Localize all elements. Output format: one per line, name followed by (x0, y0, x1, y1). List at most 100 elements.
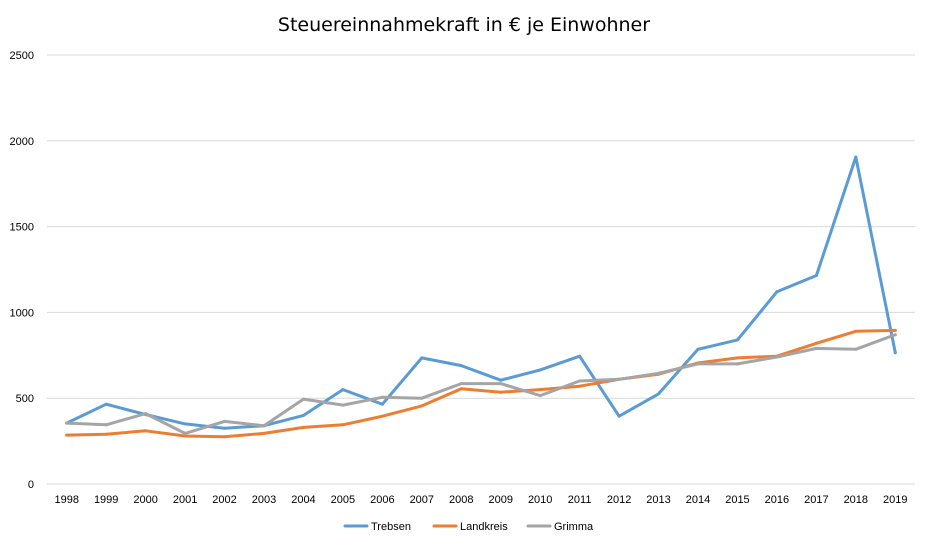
x-tick-label: 1999 (94, 494, 118, 506)
x-tick-label: 2012 (607, 494, 631, 506)
x-tick-label: 2014 (686, 494, 710, 506)
data-point-grimma (183, 431, 187, 435)
legend-label: Landkreis (460, 521, 508, 533)
x-tick-label: 2019 (883, 494, 907, 506)
data-point-landkreis (144, 429, 148, 433)
x-tick-label: 2006 (370, 494, 394, 506)
data-point-landkreis (380, 414, 384, 418)
legend-item-trebsen: Trebsen (343, 521, 411, 533)
data-point-trebsen (380, 402, 384, 406)
data-point-grimma (893, 333, 897, 337)
data-point-trebsen (814, 274, 818, 277)
data-point-grimma (578, 379, 582, 383)
legend: Trebsen Landkreis Grimma (343, 521, 594, 533)
x-tick-label: 2018 (844, 494, 868, 506)
x-tick-label: 2009 (488, 494, 512, 506)
data-point-landkreis (341, 423, 345, 427)
legend-label: Trebsen (371, 521, 411, 533)
data-point-landkreis (736, 356, 739, 360)
data-point-landkreis (854, 329, 858, 333)
data-point-grimma (538, 394, 542, 398)
x-tick-label: 2013 (646, 494, 670, 506)
data-point-trebsen (183, 422, 187, 426)
x-tick-label: 2005 (331, 494, 355, 506)
data-point-landkreis (104, 432, 108, 436)
data-point-grimma (341, 403, 345, 407)
data-point-grimma (380, 395, 384, 399)
y-tick-label: 500 (16, 393, 34, 405)
x-tick-label: 2000 (133, 494, 157, 506)
data-point-trebsen (578, 354, 582, 358)
x-tick-label: 2007 (410, 494, 434, 506)
x-tick-label: 2010 (528, 494, 552, 506)
x-tick-label: 2011 (568, 494, 592, 506)
data-point-landkreis (262, 431, 266, 435)
x-tick-label: 2017 (804, 494, 828, 506)
data-point-grimma (814, 346, 818, 350)
series-line-grimma (65, 333, 897, 435)
data-point-landkreis (578, 384, 582, 388)
x-axis-ticks: 1998 1999 2000 2001 2002 2003 2004 2005 2006 2007… (54, 494, 907, 506)
data-point-grimma (617, 377, 621, 381)
data-point-trebsen (736, 338, 739, 342)
data-point-landkreis (183, 434, 187, 438)
data-point-trebsen (657, 392, 660, 396)
data-point-landkreis (302, 425, 305, 429)
data-point-grimma (775, 355, 779, 359)
data-point-grimma (104, 423, 108, 427)
data-point-grimma (499, 382, 503, 386)
x-tick-label: 2016 (765, 494, 789, 506)
x-tick-label: 2004 (291, 494, 315, 506)
legend-item-grimma: Grimma (526, 521, 594, 533)
data-point-grimma (736, 362, 739, 366)
y-tick-label: 1500 (10, 222, 34, 234)
data-point-trebsen (341, 388, 345, 392)
y-tick-label: 2500 (10, 50, 34, 62)
data-point-trebsen (223, 426, 226, 430)
x-tick-label: 1998 (54, 494, 78, 506)
data-point-landkreis (499, 390, 503, 394)
data-point-trebsen (302, 413, 305, 417)
data-point-trebsen (499, 378, 503, 382)
data-point-trebsen (893, 351, 897, 355)
data-point-grimma (854, 347, 858, 351)
legend-label: Grimma (554, 521, 594, 533)
data-point-landkreis (459, 387, 463, 391)
data-point-landkreis (814, 341, 818, 345)
data-point-landkreis (65, 433, 69, 437)
y-tick-label: 2000 (10, 136, 34, 148)
x-tick-label: 2001 (173, 494, 197, 506)
chart-title: Steuereinnahmekraft in € je Einwohner (278, 14, 650, 36)
data-point-trebsen (696, 347, 700, 351)
data-point-grimma (420, 396, 424, 400)
series-lines (65, 155, 897, 439)
y-tick-label: 1000 (10, 307, 34, 319)
y-tick-label: 0 (28, 479, 34, 491)
data-point-grimma (459, 382, 463, 386)
y-axis-ticks: 0 500 1000 1500 2000 2500 (10, 50, 34, 491)
data-point-landkreis (538, 388, 542, 392)
data-point-trebsen (420, 356, 424, 360)
data-point-landkreis (893, 328, 897, 332)
data-point-grimma (144, 412, 148, 416)
x-tick-label: 2002 (212, 494, 236, 506)
data-point-landkreis (223, 435, 226, 439)
x-tick-label: 2008 (449, 494, 473, 506)
data-point-grimma (223, 419, 226, 423)
data-point-grimma (657, 371, 660, 375)
x-tick-label: 2015 (725, 494, 749, 506)
data-point-trebsen (459, 364, 463, 368)
data-point-grimma (262, 424, 266, 428)
data-point-landkreis (420, 404, 424, 408)
series-line-trebsen (65, 155, 897, 430)
data-point-grimma (65, 421, 69, 425)
legend-item-landkreis: Landkreis (432, 521, 508, 533)
data-point-grimma (302, 397, 305, 401)
series-line-landkreis (65, 328, 897, 439)
x-tick-label: 2003 (252, 494, 276, 506)
data-point-trebsen (775, 290, 779, 294)
data-point-trebsen (854, 155, 858, 159)
data-point-grimma (696, 362, 700, 366)
data-point-trebsen (617, 414, 621, 418)
